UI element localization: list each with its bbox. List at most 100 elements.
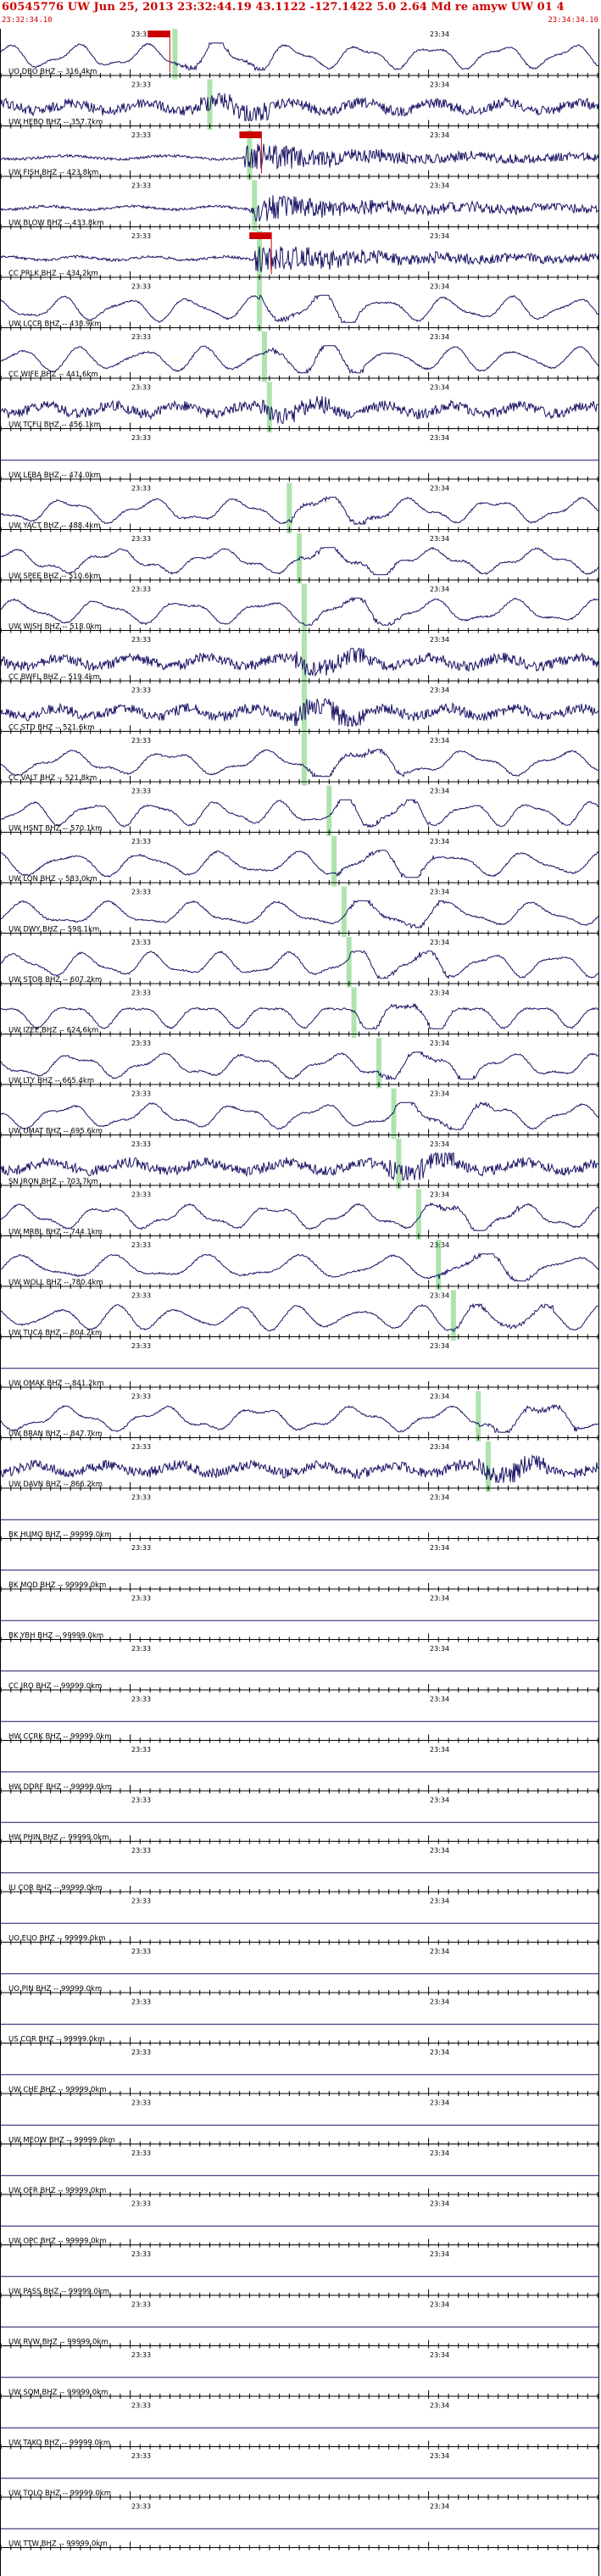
trace-row: 23:33 23:34 UW DAVN BHZ -- 866.2km (0, 1441, 599, 1492)
axis-ticks (0, 1431, 598, 1441)
minute-tick-label: 23:34 (430, 1595, 449, 1603)
trace-row: 23:33 23:34 CC WIFE BHZ -- 441.6km (0, 332, 599, 382)
station-label: UW STOR BHZ -- 607.2km (8, 976, 102, 984)
axis-ticks (0, 574, 598, 583)
station-label: US COR BHZ -- 99999.0km (8, 2036, 105, 2044)
minute-tick-label: 23:34 (430, 2351, 449, 2359)
station-label: UW IZEE BHZ -- 624.6km (8, 1027, 98, 1035)
axis-ticks (0, 978, 598, 986)
arrival-marker (252, 180, 258, 231)
minute-tick-label: 23:34 (430, 586, 449, 594)
axis-ticks (0, 120, 598, 129)
minute-tick-label: 23:34 (430, 1746, 449, 1754)
waveform (0, 899, 599, 929)
axis-ticks (0, 1785, 598, 1793)
waveform (0, 1002, 599, 1029)
arrival-marker (207, 79, 213, 130)
minute-tick-label: 23:34 (430, 1140, 449, 1148)
axis-ticks (0, 2037, 598, 2046)
axis-ticks (0, 271, 598, 280)
arrival-marker (450, 1290, 456, 1341)
station-label: UW TTW BHZ -- 99999.0km (8, 2540, 108, 2549)
minute-tick-label: 23:33 (131, 1696, 151, 1703)
station-label: UW TOLO BHZ -- 99999.0km (8, 2490, 111, 2498)
trace-row: 23:33 23:34 UW HSNT BHZ -- 570.1km (0, 785, 599, 836)
axis-ticks (0, 1482, 598, 1491)
minute-tick-label: 23:34 (430, 1090, 449, 1098)
minute-tick-label: 23:33 (131, 1040, 151, 1047)
minute-tick-label: 23:34 (430, 1443, 449, 1451)
waveform (0, 648, 599, 677)
minute-tick-label: 23:34 (430, 1241, 449, 1249)
station-label: CC STD BHZ -- 521.6km (8, 724, 95, 733)
minute-tick-label: 23:34 (430, 485, 449, 493)
trace-row: 23:33 23:34 UW OPC BHZ -- 99999.0km (0, 2200, 598, 2248)
minute-tick-label: 23:33 (131, 2503, 151, 2511)
minute-tick-label: 23:34 (430, 788, 449, 795)
minute-tick-label: 23:34 (430, 1342, 449, 1350)
station-label: UW OPC BHZ -- 99999.0km (8, 2238, 107, 2246)
axis-ticks (0, 2541, 598, 2551)
waveform (0, 698, 599, 727)
trace-row: 23:33 23:34 UW OFR BHZ -- 99999.0km (0, 2149, 598, 2197)
minute-tick-label: 23:33 (131, 2301, 151, 2309)
minute-tick-label: 23:34 (430, 990, 449, 997)
axis-ticks (0, 2239, 598, 2248)
trace-row: 23:33 23:34 UW PASS BHZ -- 99999.0km (0, 2250, 598, 2298)
minute-tick-label: 23:33 (131, 687, 151, 694)
trace-row: 23:33 23:34 US COR BHZ -- 99999.0km (0, 1999, 598, 2046)
trace-row: 23:33 23:34 UW TAKO BHZ -- 99999.0km (0, 2402, 598, 2450)
arrival-marker (391, 1088, 397, 1139)
minute-tick-label: 23:34 (430, 939, 449, 946)
minute-tick-label: 23:33 (131, 586, 151, 594)
trace-row: 23:33 23:34 UW DWY BHZ -- 598.1km (0, 886, 599, 937)
minute-tick-label: 23:34 (430, 2452, 449, 2460)
station-label: UW YACT BHZ -- 488.4km (8, 522, 100, 531)
minute-tick-label: 23:34 (430, 2503, 449, 2511)
axis-ticks (0, 170, 598, 179)
axis-ticks (0, 2339, 598, 2349)
waveform (0, 798, 599, 828)
axis-ticks (0, 927, 598, 936)
station-label: UW LCCR BHZ -- 438.9km (8, 321, 102, 329)
axis-ticks (0, 725, 598, 734)
axis-ticks (0, 1129, 598, 1138)
axis-ticks (0, 473, 598, 482)
waveform (0, 951, 599, 980)
waveform (0, 1302, 598, 1333)
minute-tick-label: 23:34 (430, 687, 449, 694)
minute-tick-label: 23:34 (430, 1847, 449, 1854)
arrival-marker (396, 1139, 402, 1190)
axis-ticks (0, 624, 598, 633)
minute-tick-label: 23:34 (430, 2250, 449, 2258)
axis-ticks (0, 2088, 598, 2096)
station-label: BK MOD BHZ -- 99999.0km (8, 1581, 106, 1590)
station-label: CC JRO BHZ -- 99999.0km (8, 1682, 102, 1691)
trace-row: 23:33 23:34 UW LEBA BHZ -- 474.0km (0, 434, 598, 482)
minute-tick-label: 23:34 (430, 1494, 449, 1502)
axis-ticks (0, 826, 598, 835)
trace-row: 23:33 23:34 UW STOR BHZ -- 607.2km (0, 937, 599, 988)
minute-tick-label: 23:33 (131, 939, 151, 946)
minute-tick-label: 23:33 (131, 485, 151, 493)
waveform (0, 495, 599, 526)
station-label: CC WIFE BHZ -- 441.6km (8, 371, 98, 379)
station-label: IU COR BHZ -- 99999.0km (8, 1884, 103, 1893)
waveform (0, 1101, 599, 1131)
station-label: UW HSNT BHZ -- 570.1km (8, 825, 103, 834)
axis-ticks (0, 1734, 598, 1743)
minute-tick-label: 23:33 (131, 1140, 151, 1148)
trace-row: 23:33 23:34 UW SQM BHZ -- 99999.0km (0, 2351, 598, 2399)
station-label: CC BWFL BHZ -- 519.4km (8, 673, 100, 682)
axis-ticks (0, 1583, 598, 1592)
trace-row: 23:33 23:34 UW LTY BHZ -- 665.4km (0, 1038, 599, 1089)
minute-tick-label: 23:33 (131, 737, 151, 744)
trace-row: 23:33 23:34 UW FISH BHZ -- 423.8km (0, 130, 599, 181)
trace-row: 23:33 23:34 UW TTW BHZ -- 99999.0km (0, 2503, 598, 2551)
station-label: UW LON BHZ -- 583.0km (8, 875, 97, 884)
minute-tick-label: 23:33 (131, 2049, 151, 2056)
minute-tick-label: 23:33 (131, 333, 151, 341)
phase-pick-flag (147, 31, 170, 37)
minute-tick-label: 23:33 (131, 283, 151, 291)
axis-ticks (0, 1079, 598, 1087)
